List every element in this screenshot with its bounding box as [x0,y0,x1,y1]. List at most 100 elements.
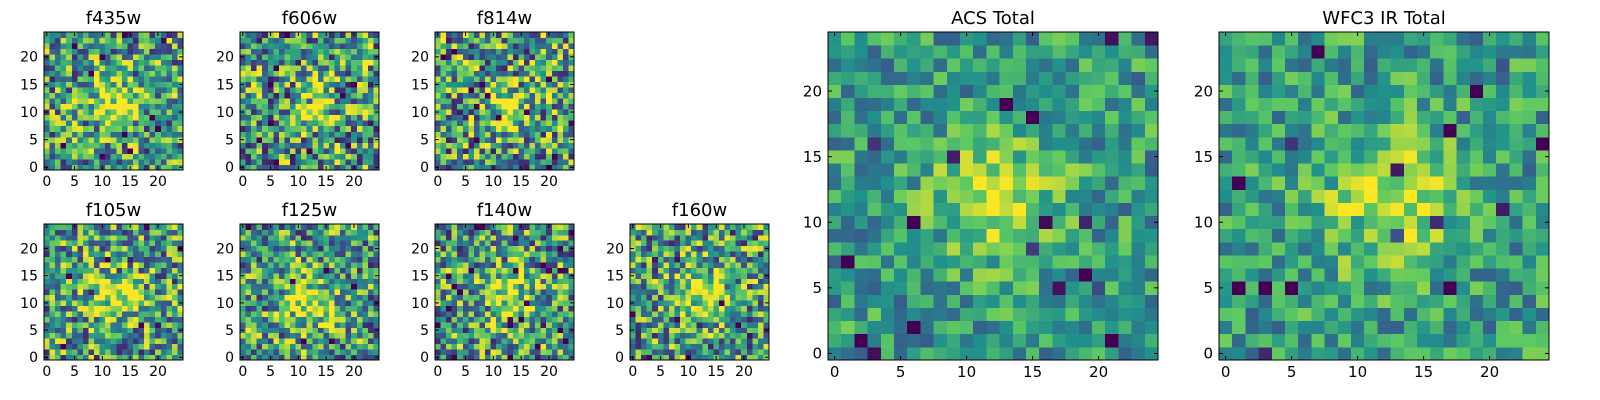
heatmap-cell [854,346,868,361]
heatmap-cell [267,327,274,334]
heatmap-cell [99,81,106,88]
heatmap-cell [440,245,447,252]
x-tick-label: 5 [266,364,275,380]
heatmap-cell [562,245,569,252]
heatmap-cell [88,109,95,116]
heatmap-cell [718,332,725,339]
heatmap-cell [702,327,709,334]
heatmap-cell [440,43,447,49]
heatmap-cell [251,87,258,94]
heatmap-cell [245,125,252,132]
heatmap-cell [473,316,480,323]
heatmap-cell [284,103,291,110]
heatmap-cell [240,153,246,160]
heatmap-cell [345,251,352,258]
heatmap-cell [71,229,78,236]
heatmap-cell [94,37,100,44]
heatmap-cell [155,120,162,127]
heatmap-cell [82,136,89,143]
heatmap-cell [451,158,458,165]
heatmap-cell [60,354,67,361]
heatmap-cell [752,234,759,241]
heatmap-cell [166,321,173,328]
heatmap-cell [301,54,308,60]
heatmap-cell [273,125,280,132]
heatmap-cell [1105,294,1119,308]
heatmap-cell [496,272,503,279]
heatmap-cell [356,224,363,230]
heatmap-cell [529,37,536,44]
heatmap-cell [523,70,530,77]
heatmap-cell [262,158,269,165]
heatmap-cell [356,54,363,60]
heatmap-cell [105,98,112,105]
heatmap-cell [730,305,737,312]
heatmap-cell [496,114,503,121]
heatmap-cell [501,234,508,241]
heatmap-cell [60,87,67,94]
heatmap-cell [240,43,246,49]
heatmap-cell [351,278,358,285]
heatmap-cell [77,153,84,160]
heatmap-cell [1118,294,1132,308]
heatmap-cell [535,300,542,306]
heatmap-cell [121,147,128,154]
heatmap-cell [278,305,285,312]
heatmap-cell [251,37,258,44]
heatmap-cell [529,92,536,99]
heatmap-cell [730,311,737,317]
heatmap-cell [127,54,134,60]
heatmap-cell [284,37,291,44]
heatmap-cell [440,300,447,306]
heatmap-cell [149,37,156,44]
heatmap-cell [496,316,503,323]
heatmap-cell [652,327,659,334]
heatmap-cell [518,142,525,149]
heatmap-cell [240,103,246,110]
heatmap-cell [240,142,246,149]
heatmap-cell [529,229,536,236]
heatmap-cell [568,343,575,350]
heatmap-cell [49,294,56,301]
heatmap-cell [256,321,263,328]
heatmap-cell [523,267,530,274]
heatmap-cell [1012,215,1027,230]
heatmap-cell [1078,346,1093,361]
heatmap-cell [290,316,296,323]
heatmap-cell [55,245,62,252]
heatmap-cell [685,256,692,263]
heatmap-cell [301,300,308,306]
heatmap-cell [105,142,112,149]
heatmap-cell [144,37,151,44]
heatmap-cell [77,147,84,154]
heatmap-cell [267,278,274,285]
heatmap-cell [99,256,106,263]
heatmap-cell [473,289,480,296]
heatmap-cell [529,114,536,121]
heatmap-cell [546,245,553,252]
heatmap-cell [284,65,291,72]
heatmap-cell [356,278,363,285]
heatmap-cell [828,333,842,348]
heatmap-cell [323,59,330,66]
heatmap-cell [251,142,258,149]
heatmap-cell [110,103,117,110]
heatmap-cell [1065,241,1080,256]
heatmap-cell [171,311,178,317]
heatmap-cell [44,92,50,99]
heatmap-cell [546,81,553,88]
heatmap-cell [245,262,252,268]
heatmap-cell [668,289,675,296]
heatmap-cell [685,343,692,350]
heatmap-cell [894,176,908,190]
heatmap-cell [457,245,464,252]
heatmap-cell [334,54,341,60]
heatmap-cell [132,136,139,143]
heatmap-cell [55,349,62,355]
heatmap-cell [546,251,553,258]
heatmap-cell [116,332,123,339]
heatmap-cell [245,87,252,94]
heatmap-cell [362,147,369,154]
heatmap-cell [278,245,285,252]
heatmap-cell [144,321,151,328]
